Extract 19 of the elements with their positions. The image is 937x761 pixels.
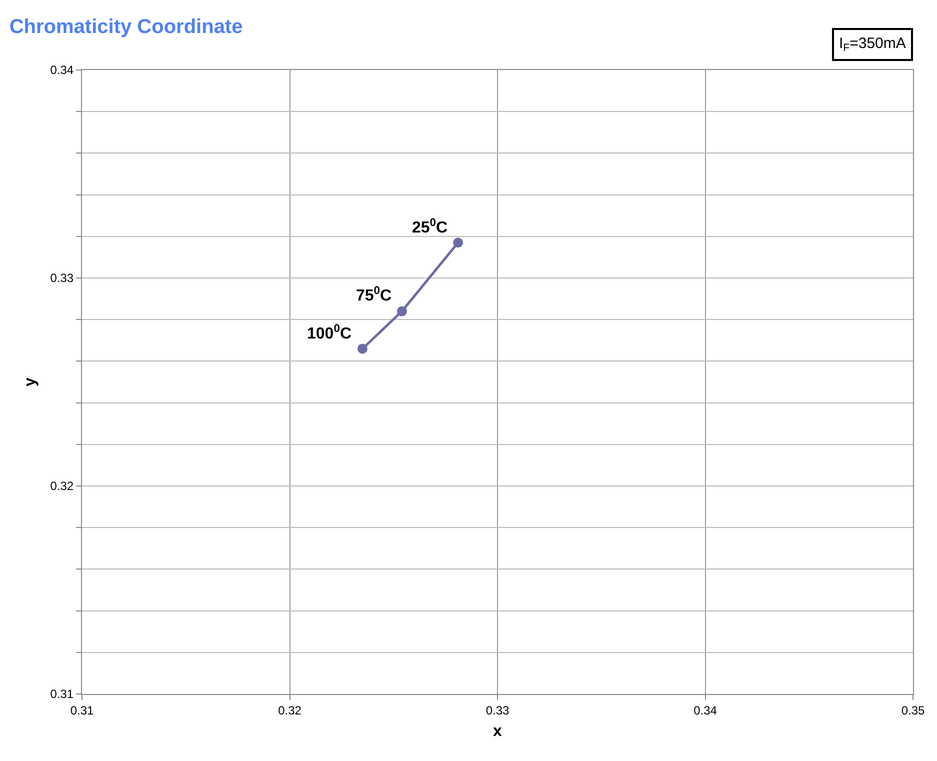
point: [453, 238, 464, 248]
point: [357, 344, 368, 354]
x-tick-label: 0.33: [486, 703, 510, 718]
annotation: 100$^{0}$C: [307, 323, 352, 343]
chart-title: Chromaticity Coordinate: [9, 16, 243, 38]
x-tick-label: 0.34: [694, 703, 718, 718]
y-tick-label: 0.34: [50, 63, 74, 78]
y-tick-label: 0.32: [50, 479, 74, 494]
x-axis-title: x: [493, 723, 502, 740]
y-tick-label: 0.33: [50, 271, 74, 286]
point: [396, 306, 407, 316]
text: I$_{F}$=350mA: [839, 35, 906, 54]
annotation: 25$^{0}$C: [412, 217, 448, 237]
x-tick-label: 0.35: [901, 703, 925, 718]
x-tick-label: 0.31: [70, 703, 94, 718]
y-axis-title: y: [22, 377, 40, 386]
y-tick-label: 0.31: [50, 687, 74, 702]
x-tick-label: 0.32: [278, 703, 302, 718]
annotation: 75$^{0}$C: [356, 285, 392, 305]
